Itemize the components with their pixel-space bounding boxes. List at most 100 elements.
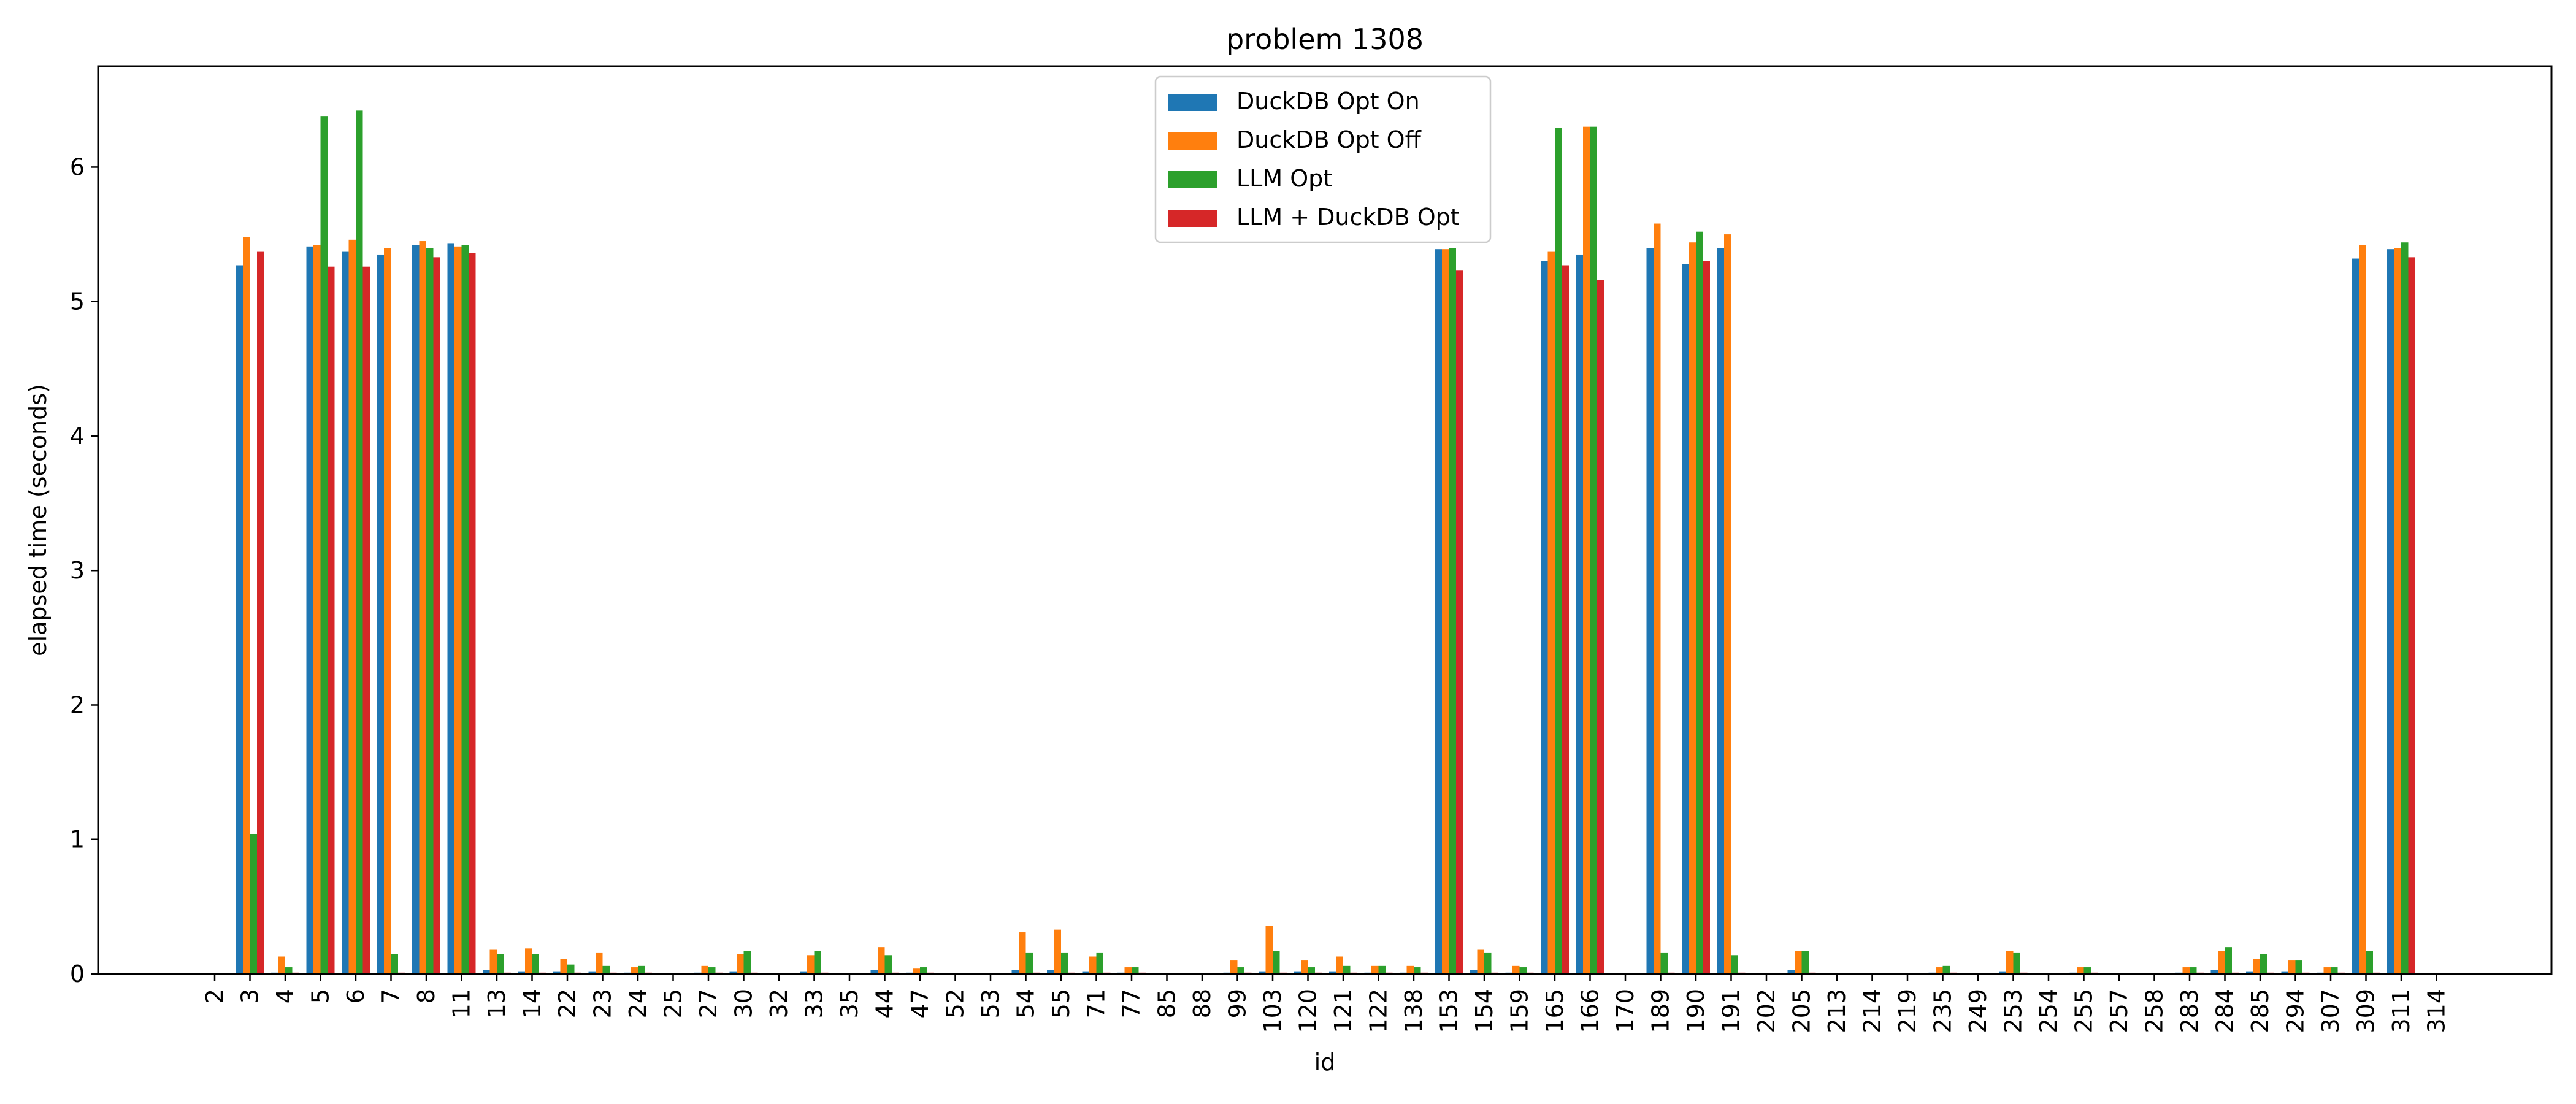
x-tick-label: 249 xyxy=(1965,989,1991,1033)
legend-swatch xyxy=(1168,132,1217,150)
bar-duckdb-opt-off-205 xyxy=(1795,951,1802,974)
bar-llm-opt-13 xyxy=(497,954,504,974)
x-tick-label: 253 xyxy=(2000,989,2027,1033)
x-tick-label: 13 xyxy=(483,989,510,1018)
bar-llm-opt-7 xyxy=(391,954,398,974)
bar-duckdb-opt-on-3 xyxy=(236,265,243,974)
x-tick-label: 166 xyxy=(1577,989,1604,1033)
bar-llm-opt-307 xyxy=(2331,967,2338,974)
x-tick-label: 32 xyxy=(765,989,792,1018)
bar-duckdb-opt-on-33 xyxy=(800,971,807,974)
bar-duckdb-opt-off-165 xyxy=(1547,251,1555,975)
y-tick-label: 6 xyxy=(70,153,85,180)
bar-llm-opt-44 xyxy=(884,955,892,974)
bar-duckdb-opt-off-235 xyxy=(1936,967,1943,974)
bar-llm-opt-205 xyxy=(1801,951,1809,974)
bar-duckdb-opt-off-307 xyxy=(2323,967,2331,974)
x-axis-title: id xyxy=(1314,1049,1336,1076)
bar-llm-opt-47 xyxy=(920,967,927,974)
bar-duckdb-opt-off-8 xyxy=(419,241,426,974)
bar-duckdb-opt-off-24 xyxy=(631,967,638,974)
bar-llm-opt-283 xyxy=(2190,967,2197,974)
bar-llm-opt-55 xyxy=(1061,952,1068,974)
bar-duckdb-opt-off-11 xyxy=(454,246,462,974)
bar-llm-duckdb-opt-6 xyxy=(362,266,370,975)
x-tick-label: 307 xyxy=(2317,989,2344,1033)
bar-duckdb-opt-on-294 xyxy=(2281,971,2288,974)
chart-title: problem 1308 xyxy=(1226,23,1424,56)
x-tick-label: 85 xyxy=(1154,989,1181,1018)
bar-llm-opt-138 xyxy=(1414,967,1421,974)
bar-duckdb-opt-on-13 xyxy=(483,970,490,974)
bar-duckdb-opt-off-122 xyxy=(1371,965,1379,974)
bar-duckdb-opt-on-30 xyxy=(729,971,737,974)
x-tick-label: 121 xyxy=(1330,989,1357,1033)
bar-duckdb-opt-off-30 xyxy=(737,954,744,974)
legend-swatch xyxy=(1168,171,1217,188)
x-tick-label: 53 xyxy=(977,989,1004,1018)
x-tick-label: 285 xyxy=(2247,989,2274,1033)
bar-duckdb-opt-off-153 xyxy=(1442,249,1449,975)
bar-duckdb-opt-off-159 xyxy=(1512,965,1520,974)
x-tick-label: 235 xyxy=(1930,989,1957,1033)
bar-duckdb-opt-off-23 xyxy=(596,952,603,974)
x-tick-label: 71 xyxy=(1083,989,1110,1018)
x-tick-label: 77 xyxy=(1118,989,1145,1018)
bar-duckdb-opt-on-5 xyxy=(306,246,313,974)
x-tick-label: 33 xyxy=(801,989,828,1018)
bar-duckdb-opt-on-189 xyxy=(1646,248,1654,974)
x-tick-label: 24 xyxy=(624,989,651,1018)
bar-llm-opt-153 xyxy=(1449,248,1456,974)
bar-llm-duckdb-opt-11 xyxy=(469,253,476,974)
x-tick-label: 214 xyxy=(1859,989,1886,1033)
x-tick-label: 255 xyxy=(2071,989,2098,1033)
x-tick-label: 55 xyxy=(1048,989,1075,1018)
bar-duckdb-opt-off-22 xyxy=(560,959,567,974)
bar-duckdb-opt-off-27 xyxy=(701,965,708,974)
legend-label: LLM Opt xyxy=(1236,165,1332,192)
bar-llm-opt-103 xyxy=(1273,951,1280,974)
bar-llm-duckdb-opt-8 xyxy=(433,257,440,975)
legend: DuckDB Opt On DuckDB Opt Off LLM Opt LLM + … xyxy=(1154,75,1492,243)
bar-duckdb-opt-off-71 xyxy=(1089,956,1097,974)
bar-duckdb-opt-off-77 xyxy=(1124,967,1132,974)
series-1 xyxy=(243,126,2401,975)
bar-llm-opt-30 xyxy=(743,951,751,974)
bar-duckdb-opt-on-191 xyxy=(1717,248,1724,974)
bar-duckdb-opt-on-285 xyxy=(2246,971,2253,974)
bar-llm-opt-14 xyxy=(532,954,539,974)
bar-duckdb-opt-on-7 xyxy=(377,254,384,975)
y-tick-label: 4 xyxy=(70,423,85,450)
bar-duckdb-opt-off-7 xyxy=(384,248,391,974)
bar-duckdb-opt-off-255 xyxy=(2077,967,2084,974)
bar-duckdb-opt-off-103 xyxy=(1265,926,1273,974)
bar-duckdb-opt-off-190 xyxy=(1689,242,1696,975)
legend-swatch xyxy=(1168,210,1217,227)
bar-duckdb-opt-off-4 xyxy=(278,956,285,974)
bar-duckdb-opt-on-14 xyxy=(518,971,525,974)
x-tick-label: 6 xyxy=(342,989,369,1003)
bar-duckdb-opt-on-120 xyxy=(1294,971,1301,974)
bar-llm-opt-122 xyxy=(1378,965,1386,974)
bar-llm-opt-154 xyxy=(1484,952,1492,974)
bar-duckdb-opt-on-11 xyxy=(447,243,454,974)
bar-llm-duckdb-opt-5 xyxy=(328,266,335,975)
bar-llm-opt-309 xyxy=(2366,951,2373,974)
bar-llm-opt-54 xyxy=(1025,952,1033,974)
bar-duckdb-opt-on-44 xyxy=(870,970,878,974)
x-tick-label: 7 xyxy=(378,989,405,1003)
series-0 xyxy=(236,243,2394,975)
bar-llm-opt-121 xyxy=(1343,965,1351,974)
x-tick-label: 213 xyxy=(1823,989,1850,1033)
bar-duckdb-opt-off-6 xyxy=(348,239,356,975)
x-tick-label: 202 xyxy=(1753,989,1780,1033)
bar-llm-opt-5 xyxy=(320,116,328,974)
legend-label: DuckDB Opt Off xyxy=(1236,126,1422,153)
bar-duckdb-opt-on-284 xyxy=(2210,970,2218,974)
x-tick-label: 120 xyxy=(1295,989,1322,1033)
x-tick-label: 44 xyxy=(872,989,899,1018)
y-axis-title: elapsed time (seconds) xyxy=(25,384,52,656)
bar-duckdb-opt-on-166 xyxy=(1576,254,1583,975)
bar-llm-opt-284 xyxy=(2225,947,2232,974)
